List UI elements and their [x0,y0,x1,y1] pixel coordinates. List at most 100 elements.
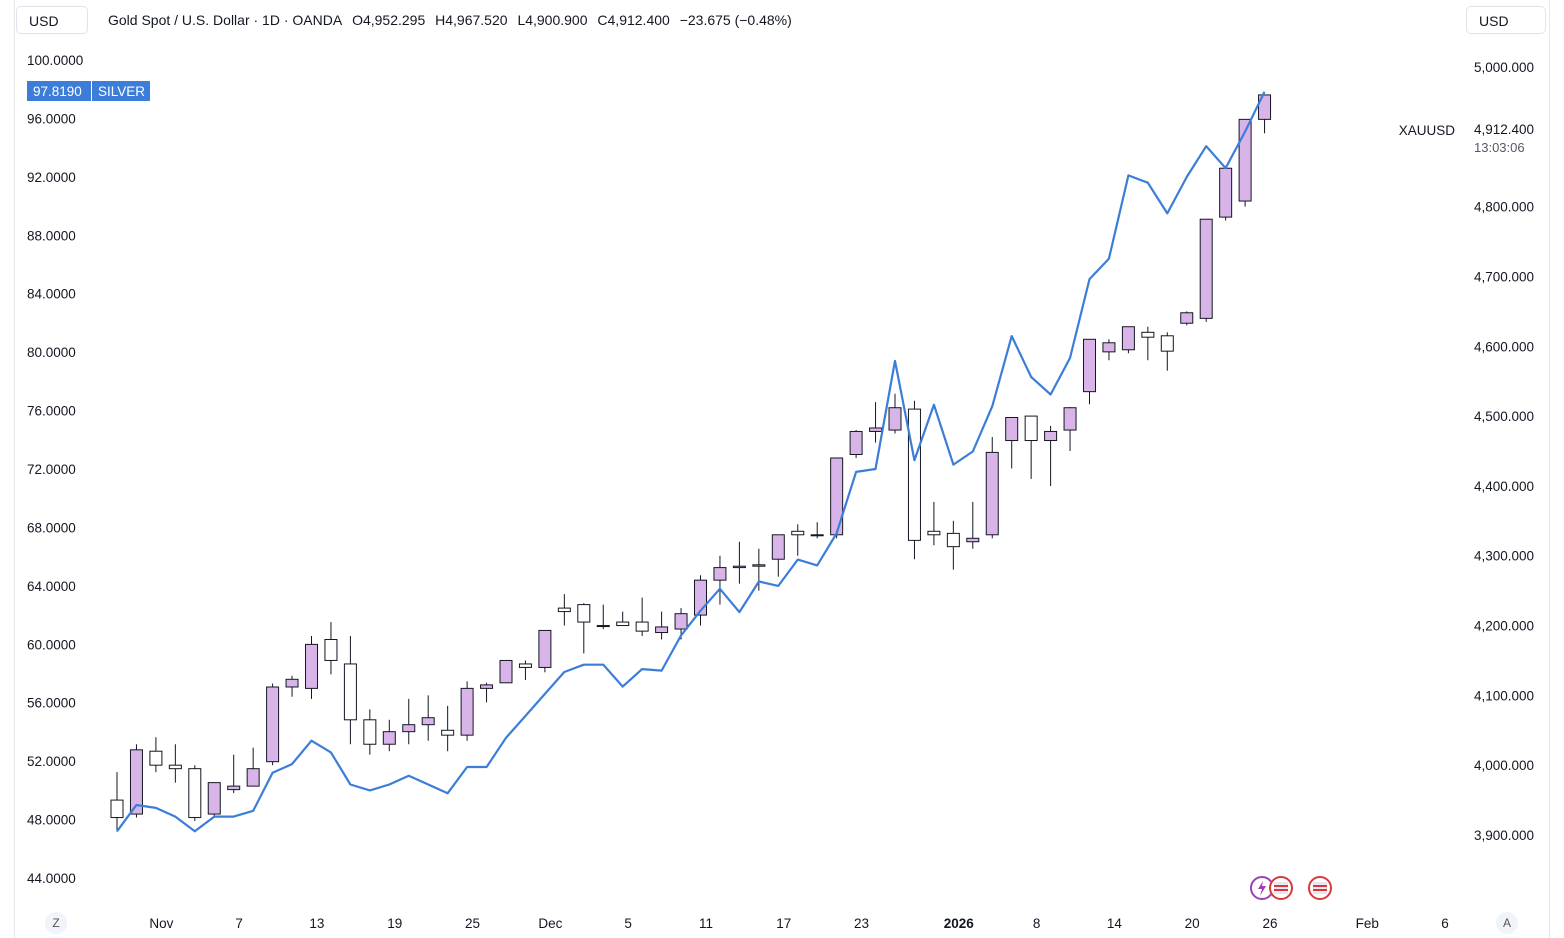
left-currency-button[interactable]: USD [16,6,88,34]
candle [1160,332,1174,371]
candle [149,737,163,773]
open-value: O4,952.295 [352,12,426,28]
candle-body [927,530,941,536]
silver-tag-label: SILVER [98,84,145,99]
candle [402,698,416,745]
left-axis-tick-label: 76.0000 [27,404,76,419]
candle [1063,407,1077,451]
candle [810,522,824,539]
silver-tag-value: 97.8190 [33,84,82,99]
candle [888,393,902,434]
candle-body [1160,335,1174,352]
low-value: L4,900.900 [517,12,588,28]
candle [1180,311,1194,326]
time-axis-label: 2026 [944,916,975,931]
candle [596,604,610,630]
auto-scale-right-button[interactable]: A [1496,912,1518,934]
candle [227,754,241,794]
candle-body [966,537,980,543]
candle-body [732,565,746,569]
candle-body [1121,326,1135,351]
right-axis-tick-label: 4,300.000 [1474,549,1534,564]
candle-body [907,408,921,541]
left-axis-tick-label: 48.0000 [27,813,76,828]
silver-tag-label-bg [92,81,150,101]
left-axis-tick-label: 92.0000 [27,170,76,185]
candle-body [402,724,416,733]
right-currency-button[interactable]: USD [1466,6,1546,34]
candle-body [168,764,182,770]
candle-body [1102,342,1116,353]
candle [1024,415,1038,479]
candle-body [946,532,960,548]
left-axis-tick-label: 56.0000 [27,696,76,711]
candle-body [849,430,863,455]
symbol-title[interactable]: Gold Spot / U.S. Dollar · 1D · OANDA [108,12,343,28]
left-axis-tick-label: 88.0000 [27,228,76,243]
time-axis-label: 25 [465,916,480,931]
time-axis-label: 17 [776,916,791,931]
candle-body [1199,218,1213,319]
candle [480,682,494,703]
time-axis-label: 11 [699,916,713,931]
candle-body [518,663,532,668]
candle [188,765,202,822]
time-axis-label: 13 [309,916,324,931]
right-axis-tick-label: 4,100.000 [1474,688,1534,703]
candle [285,675,299,697]
candle-body [1219,167,1233,218]
left-axis-tick-label: 68.0000 [27,520,76,535]
time-axis-label: Dec [538,916,562,931]
candle [1044,425,1058,486]
us-flag-body [1313,882,1327,894]
candle [635,597,649,637]
price-tag-countdown: 13:03:06 [1474,140,1525,155]
candle-body [791,530,805,536]
right-axis: 5,000.000 4,800.000 4,700.000 4,600.000 4,50… [1474,60,1534,843]
candle [343,636,357,745]
time-axis-label: 19 [387,916,402,931]
candle-body [869,427,883,432]
auto-scale-left-button[interactable]: Z [45,912,67,934]
time-axis[interactable]: Nov 7 13 19 25 Dec 5 11 17 23 2026 8 14 20 26 Feb 6 [149,916,1448,931]
candle-body [246,768,260,787]
candle-body [713,567,727,581]
candle-body [655,626,669,634]
candle-body [149,750,163,766]
time-axis-label: 8 [1033,916,1041,931]
candle [1102,339,1116,361]
candle-body [674,613,688,630]
candle-body [1083,338,1096,393]
candle [791,524,805,556]
candle [110,772,124,832]
candle [1121,326,1135,354]
candle-body [1238,118,1252,202]
candle-body [363,719,377,745]
us-flag-stripe [1274,885,1288,887]
candle-body [888,407,902,431]
candle [869,402,883,443]
left-axis-tick-label: 64.0000 [27,579,76,594]
price-tag-symbol: XAUUSD [1399,123,1456,138]
candle-body [1005,416,1019,442]
right-axis-tick-label: 4,700.000 [1474,269,1534,284]
candle-body [1063,407,1077,431]
candle [1141,326,1155,361]
left-axis-tick-label: 84.0000 [27,287,76,302]
candle-body [266,686,280,763]
right-axis-tick-label: 3,900.000 [1474,828,1534,843]
right-axis-tick-label: 5,000.000 [1474,60,1534,75]
close-value: C4,912.400 [597,12,670,28]
candle-body [343,663,357,721]
candle-body [1180,312,1194,324]
flag-icons[interactable] [1250,876,1332,900]
left-axis: 100.0000 96.0000 92.0000 88.0000 84.0000 80.0… [27,53,83,886]
candle [266,683,280,766]
candle-body [499,659,513,684]
time-axis-label: 23 [854,916,869,931]
candle [849,430,863,458]
time-axis-label: Nov [149,916,173,931]
candle [168,744,182,783]
candle-body [810,534,824,537]
